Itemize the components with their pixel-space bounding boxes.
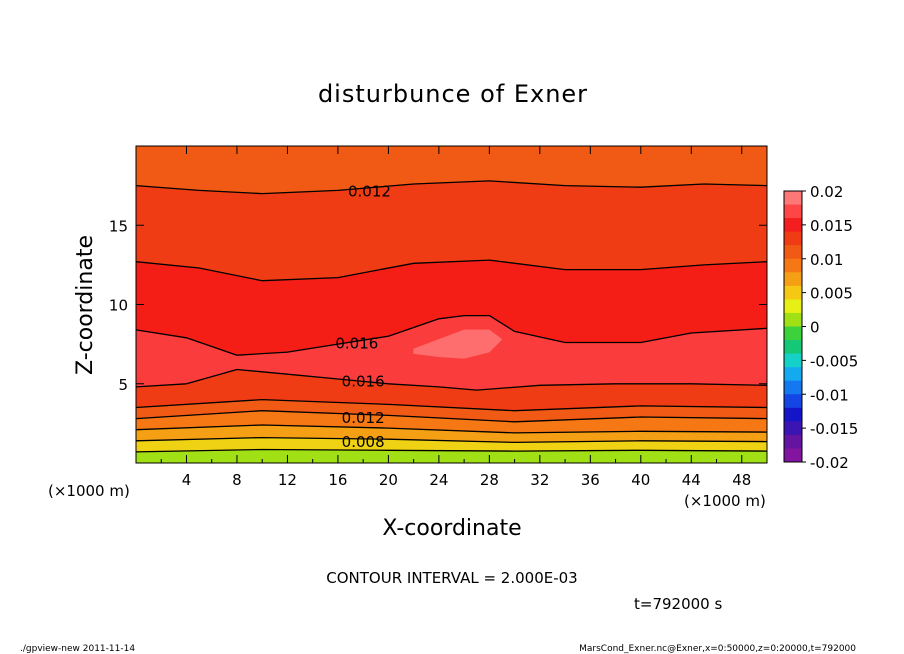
x-tick-label-2: 12 — [278, 471, 297, 489]
colorbar-swatch-17 — [784, 421, 802, 436]
contour-fills — [136, 146, 767, 463]
contour-lines — [136, 180, 767, 453]
y-axis-label: Z-coordinate — [73, 235, 98, 375]
x-axis-ticks: 4 8 12 16 20 24 28 32 36 40 44 48 — [160, 146, 751, 489]
contour-line-0 — [136, 448, 767, 453]
x-tick-label-10: 44 — [682, 471, 701, 489]
footer-right: MarsCond_Exner.nc@Exner,x=0:50000,z=0:20… — [579, 644, 856, 654]
colorbar-swatch-2 — [784, 218, 802, 233]
colorbar-swatch-7 — [784, 285, 802, 300]
contour-line-7 — [136, 259, 767, 282]
contour-line-6 — [136, 314, 767, 356]
x-tick-label-6: 28 — [480, 471, 499, 489]
colorbar-label-0: 0.02 — [810, 183, 843, 201]
colorbar-swatch-12 — [784, 353, 802, 368]
x-axis-label: X-coordinate — [382, 516, 521, 541]
colorbar-label-5: -0.005 — [810, 352, 858, 370]
x-tick-label-7: 32 — [530, 471, 549, 489]
colorbar-label-8: -0.02 — [810, 454, 849, 472]
x-tick-label-4: 20 — [379, 471, 398, 489]
x-tick-label-8: 36 — [581, 471, 600, 489]
colorbar-swatch-16 — [784, 407, 802, 422]
contour-label-4: 0.008 — [342, 433, 385, 451]
contour-labels: 0.012 0.016 0.016 0.012 0.008 — [335, 182, 391, 451]
colorbar-label-7: -0.015 — [810, 420, 858, 438]
colorbar-label-4: 0 — [810, 319, 820, 337]
contour-label-0: 0.012 — [348, 182, 391, 200]
colorbar-swatch-15 — [784, 394, 802, 409]
x-tick-label-11: 48 — [732, 471, 751, 489]
contour-line-3 — [136, 410, 767, 423]
contour-line-2 — [136, 424, 767, 434]
colorbar-swatch-9 — [784, 312, 802, 327]
fill-region-4 — [413, 329, 503, 359]
colorbar-labels: 0.02 0.015 0.01 0.005 0 -0.005 -0.01 -0.015 -0.0… — [802, 183, 858, 472]
footer-left: ./gpview-new 2011-11-14 — [20, 644, 135, 654]
colorbar-swatch-0 — [784, 191, 802, 206]
contour-line-5 — [136, 368, 767, 391]
colorbar-swatch-3 — [784, 231, 802, 246]
colorbar-label-3: 0.005 — [810, 285, 853, 303]
x-tick-label-1: 8 — [232, 471, 242, 489]
colorbar-swatch-4 — [784, 245, 802, 260]
colorbar-swatch-13 — [784, 367, 802, 382]
x-unit-left: (×1000 m) — [48, 482, 130, 500]
contour-line-8 — [136, 180, 767, 195]
colorbar-label-1: 0.015 — [810, 217, 853, 235]
colorbar — [783, 190, 803, 463]
colorbar-swatch-19 — [784, 448, 802, 463]
colorbar-swatch-11 — [784, 340, 802, 355]
x-tick-label-5: 24 — [429, 471, 448, 489]
y-tick-label-0: 5 — [118, 376, 128, 394]
time-text: t=792000 s — [634, 595, 722, 613]
colorbar-swatch-18 — [784, 434, 802, 449]
x-tick-label-3: 16 — [328, 471, 347, 489]
colorbar-swatch-5 — [784, 258, 802, 273]
colorbar-swatch-10 — [784, 326, 802, 341]
colorbar-label-6: -0.01 — [810, 386, 849, 404]
contour-label-2: 0.016 — [342, 373, 385, 391]
y-tick-label-2: 15 — [109, 217, 128, 235]
contour-line-4 — [136, 398, 767, 412]
contour-label-1: 0.016 — [335, 335, 378, 353]
contour-interval-text: CONTOUR INTERVAL = 2.000E-03 — [326, 569, 577, 587]
x-tick-label-0: 4 — [182, 471, 192, 489]
colorbar-swatch-14 — [784, 380, 802, 395]
y-tick-label-1: 10 — [109, 297, 128, 315]
colorbar-swatch-6 — [784, 272, 802, 287]
colorbar-label-2: 0.01 — [810, 251, 843, 269]
chart-title: disturbunce of Exner — [318, 80, 588, 108]
fill-region-10 — [136, 449, 767, 463]
contour-line-1 — [136, 436, 767, 444]
contour-label-3: 0.012 — [342, 409, 385, 427]
x-tick-label-9: 40 — [631, 471, 650, 489]
colorbar-swatch-1 — [784, 204, 802, 219]
y-axis-ticks: 5 10 15 — [109, 217, 767, 394]
colorbar-swatch-8 — [784, 299, 802, 314]
x-unit-right: (×1000 m) — [684, 492, 766, 510]
